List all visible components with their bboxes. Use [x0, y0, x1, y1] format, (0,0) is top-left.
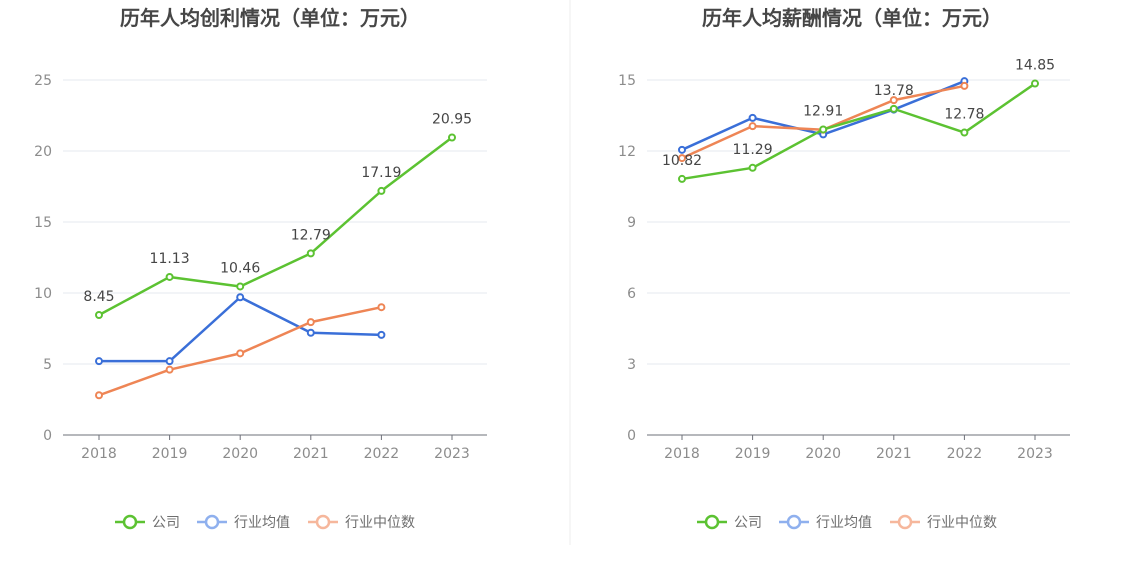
y-tick-label: 25 — [34, 73, 52, 89]
data-point — [678, 174, 686, 183]
legend-item-0: 公司 — [115, 514, 180, 531]
y-tick-label: 10 — [34, 286, 52, 302]
legend-marker — [315, 514, 331, 530]
y-tick-label: 3 — [627, 357, 636, 373]
y-tick-label: 6 — [627, 286, 636, 302]
legend-label: 行业中位数 — [927, 515, 997, 531]
x-tick-label: 2019 — [152, 446, 188, 462]
data-point — [377, 330, 386, 339]
legend-marker — [704, 514, 720, 530]
data-point — [306, 328, 315, 337]
data-point — [889, 96, 898, 105]
legend-label: 公司 — [734, 515, 762, 531]
data-point — [95, 311, 103, 320]
series-line-2 — [681, 84, 965, 160]
y-tick-label: 20 — [34, 144, 52, 160]
data-point — [678, 154, 686, 163]
data-label: 20.95 — [432, 112, 472, 128]
x-tick-label: 2022 — [364, 446, 400, 462]
data-point — [748, 122, 757, 131]
data-label: 12.91 — [803, 103, 843, 119]
legend-marker — [786, 514, 802, 530]
chart-1: 历年人均创利情况（单位：万元） 0 5 10 15 20 25 2018 2019 2020 202… — [34, 6, 487, 531]
series-line-0 — [681, 82, 1036, 181]
y-tick-label: 0 — [43, 428, 52, 444]
y-tick-label: 9 — [627, 215, 636, 231]
data-label: 13.78 — [874, 83, 914, 99]
legend-item-1: 行业均值 — [197, 514, 290, 531]
data-point — [306, 249, 315, 258]
data-label: 10.82 — [662, 153, 702, 169]
legend-item-2: 行业中位数 — [308, 514, 415, 531]
legend-item-1: 行业均值 — [779, 514, 872, 531]
chart-title: 历年人均创利情况（单位：万元） — [120, 6, 420, 30]
y-tick-label: 12 — [618, 144, 636, 160]
chart-title: 历年人均薪酬情况（单位：万元） — [702, 6, 1002, 30]
data-point — [236, 293, 245, 302]
x-tick-label: 2023 — [1017, 446, 1053, 462]
y-tick-label: 5 — [43, 357, 52, 373]
x-tick-label: 2022 — [947, 446, 983, 462]
data-point — [448, 133, 456, 142]
data-point — [960, 128, 969, 137]
data-point — [748, 113, 757, 122]
data-point — [819, 125, 828, 134]
legend-item-2: 行业中位数 — [890, 514, 997, 531]
data-point — [236, 349, 245, 358]
data-point — [165, 272, 174, 281]
data-label: 11.13 — [150, 251, 190, 267]
data-point — [1031, 79, 1039, 88]
data-point — [377, 186, 386, 195]
data-point — [95, 391, 103, 400]
data-label: 10.46 — [220, 260, 260, 276]
x-tick-label: 2021 — [293, 446, 329, 462]
data-point — [889, 104, 898, 113]
series-line-0 — [98, 136, 453, 317]
x-tick-label: 2020 — [805, 446, 841, 462]
data-label: 8.45 — [83, 289, 114, 305]
legend-marker — [204, 514, 220, 530]
y-tick-label: 15 — [34, 215, 52, 231]
data-label: 14.85 — [1015, 58, 1055, 74]
data-point — [165, 365, 174, 374]
legend-label: 行业均值 — [816, 515, 872, 531]
legend-marker — [122, 514, 138, 530]
legend-item-0: 公司 — [697, 514, 762, 531]
legend-label: 公司 — [152, 515, 180, 531]
legend-label: 行业均值 — [234, 515, 290, 531]
legend-label: 行业中位数 — [345, 515, 415, 531]
data-point — [377, 303, 386, 312]
legend-marker — [897, 514, 913, 530]
x-tick-label: 2018 — [664, 446, 700, 462]
x-tick-label: 2023 — [434, 446, 470, 462]
data-point — [236, 282, 245, 291]
data-label: 12.79 — [291, 227, 331, 243]
y-tick-label: 15 — [618, 73, 636, 89]
chart-2: 历年人均薪酬情况（单位：万元） 0 3 6 9 12 15 2018 2019 2020 2021 2… — [618, 6, 1070, 531]
x-tick-label: 2018 — [81, 446, 117, 462]
data-point — [748, 163, 757, 172]
data-point — [306, 318, 315, 327]
x-tick-label: 2019 — [735, 446, 771, 462]
data-label: 12.78 — [944, 107, 984, 123]
x-tick-label: 2021 — [876, 446, 912, 462]
y-tick-label: 0 — [627, 428, 636, 444]
data-point — [960, 81, 969, 90]
x-tick-label: 2020 — [222, 446, 258, 462]
data-label: 17.19 — [361, 165, 401, 181]
data-point — [678, 145, 686, 154]
data-label: 11.29 — [733, 142, 773, 158]
data-point — [165, 357, 174, 366]
data-point — [95, 357, 103, 366]
